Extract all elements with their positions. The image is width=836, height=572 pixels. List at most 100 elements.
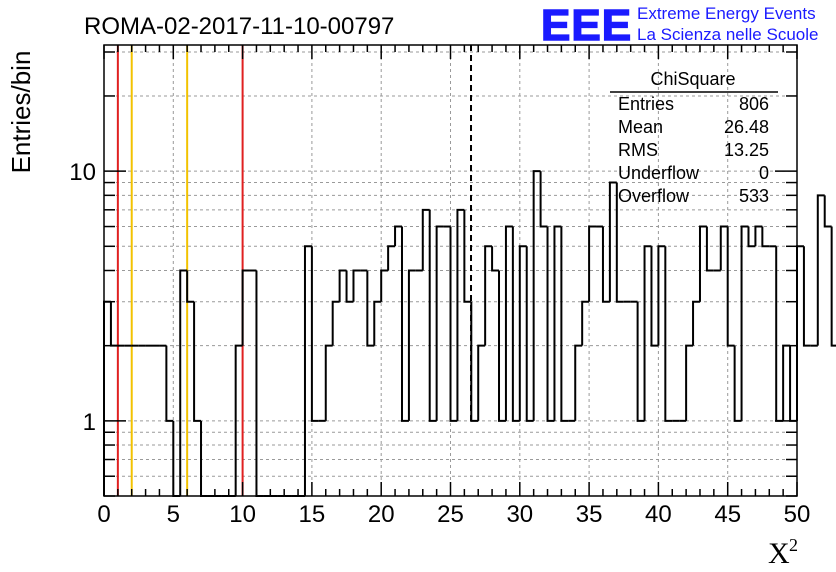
histogram-bin — [740, 225, 749, 421]
histogram-bin — [775, 246, 784, 422]
histogram-bin — [733, 345, 742, 422]
x-tick-label: 50 — [784, 501, 811, 528]
x-tick-label: 20 — [368, 501, 395, 528]
histogram-bin — [761, 226, 770, 248]
y-tick-label: 10 — [69, 159, 96, 186]
x-tick-label: 30 — [506, 501, 533, 528]
histogram-bin — [165, 345, 174, 422]
histogram-bin — [400, 226, 409, 422]
stats-row-value: 0 — [759, 163, 769, 183]
histogram-bin — [615, 182, 624, 303]
histogram-bin — [109, 301, 118, 347]
histogram-bin — [186, 270, 195, 303]
eee-logo: EEE — [541, 1, 632, 50]
histogram-bin — [789, 345, 797, 422]
histogram-bin — [498, 270, 506, 422]
x-axis-label-superscript: 2 — [789, 535, 798, 555]
x-tick-label: 40 — [645, 501, 672, 528]
histogram-bin — [726, 226, 735, 347]
histogram-bin — [539, 171, 548, 228]
x-tick-label: 45 — [714, 501, 741, 528]
histogram-bin — [241, 269, 250, 346]
grid — [104, 45, 797, 496]
histogram-bin — [525, 246, 534, 422]
histogram-bin — [719, 225, 728, 271]
histogram-bin — [574, 344, 583, 421]
histogram-bin — [456, 208, 465, 421]
histogram-bin — [802, 246, 811, 347]
histogram-bin — [380, 269, 389, 302]
histogram-bin — [394, 225, 402, 247]
histogram-bin — [463, 209, 472, 303]
stats-row-label: Mean — [618, 117, 663, 137]
histogram-bin — [796, 245, 804, 421]
histogram-bin — [747, 226, 756, 248]
histogram-bin — [608, 181, 617, 302]
histogram-bin — [546, 226, 555, 422]
x-tick-label: 0 — [97, 501, 110, 528]
histogram-bin — [366, 270, 375, 347]
histogram-bin — [601, 226, 610, 303]
histogram-bin — [373, 300, 382, 346]
histogram-bin — [705, 226, 714, 272]
histogram-bin — [387, 245, 396, 271]
histogram-bin — [421, 208, 430, 271]
histogram-bin — [782, 344, 791, 421]
logo-subtitle-line1: Extreme Energy Events — [637, 4, 816, 23]
histogram-bin — [234, 344, 243, 496]
stats-row-value: 806 — [739, 94, 769, 114]
histogram-bin — [511, 226, 520, 422]
histogram-bin — [685, 344, 694, 421]
histogram-bars — [103, 170, 836, 497]
histogram-bin — [650, 246, 659, 347]
histogram-bin — [532, 170, 541, 421]
stats-row-label: RMS — [618, 140, 658, 160]
x-tick-label: 5 — [167, 501, 180, 528]
x-axis-label: X — [768, 537, 790, 570]
histogram-bin — [636, 301, 645, 422]
histogram-bin — [754, 225, 763, 247]
histogram-bin — [698, 225, 707, 302]
x-tick-label: 25 — [437, 501, 464, 528]
histogram-bin — [303, 245, 312, 496]
histogram-bin — [470, 301, 479, 422]
histogram-bin — [331, 300, 340, 346]
histogram-bin — [657, 245, 666, 346]
histogram-bin — [193, 301, 202, 422]
histogram-bin — [407, 269, 416, 421]
logo-subtitle-line2: La Scienza nelle Scuole — [637, 25, 818, 44]
histogram-bin — [581, 300, 590, 346]
histogram-bin — [560, 226, 569, 422]
histogram-bin — [504, 225, 513, 421]
y-tick-label: 1 — [83, 409, 96, 436]
y-axis-label: Entries/bin — [6, 51, 36, 174]
stats-box: ChiSquare Entries 806 Mean 26.48 RMS 13.25 Und… — [610, 69, 778, 206]
histogram-bin — [816, 194, 825, 346]
stats-row-value: 13.25 — [724, 140, 769, 160]
x-tick-label: 10 — [229, 501, 256, 528]
tick-labels: 0 5 10 15 20 25 30 35 40 45 50 1 10 — [69, 159, 810, 528]
stats-row-value: 26.48 — [724, 117, 769, 137]
axis-ticks — [103, 45, 798, 497]
histogram-bin — [518, 245, 527, 421]
stats-row-label: Overflow — [618, 186, 690, 206]
stats-row-value: 533 — [739, 186, 769, 206]
histogram-bin — [643, 245, 652, 421]
x-tick-label: 15 — [299, 501, 326, 528]
histogram-bin — [255, 270, 264, 497]
histogram-bin — [588, 225, 597, 302]
histogram-bin — [435, 225, 444, 421]
histogram-bin — [310, 246, 319, 422]
histogram-bin — [103, 300, 111, 496]
histogram-bin — [823, 195, 832, 228]
histogram-bin — [179, 269, 188, 496]
histogram-bin — [484, 245, 493, 346]
histogram-bin — [477, 344, 486, 421]
histogram-bin — [449, 226, 458, 422]
histogram-bin — [352, 269, 361, 302]
histogram-bin — [692, 300, 700, 346]
histogram-bin — [324, 344, 333, 421]
histogram-bin — [345, 270, 354, 303]
stats-title: ChiSquare — [650, 69, 735, 89]
